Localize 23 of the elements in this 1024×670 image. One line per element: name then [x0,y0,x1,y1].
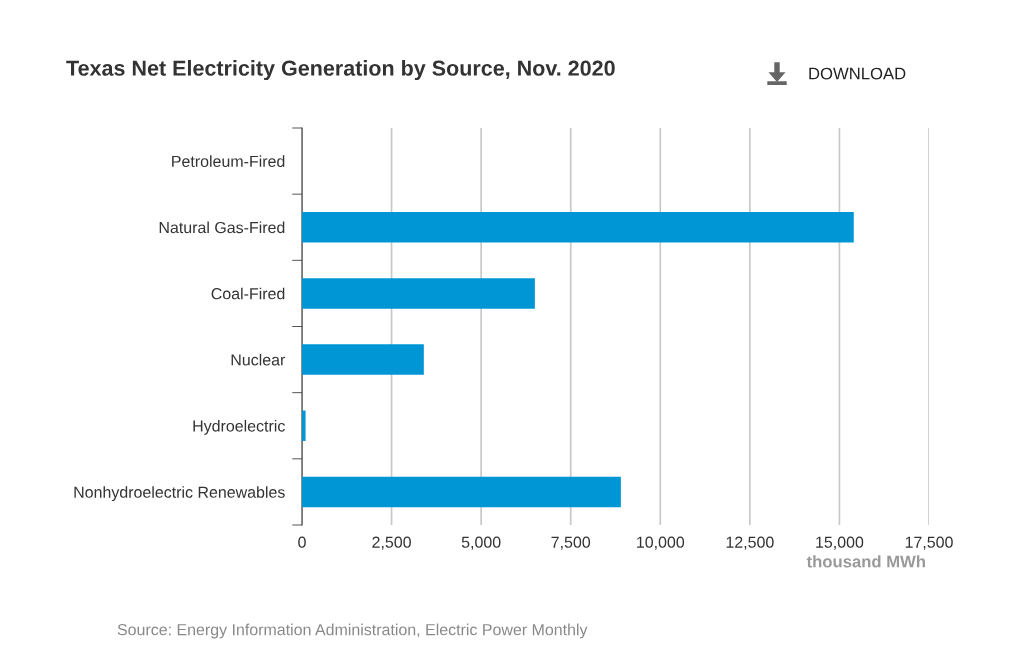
source-note: Source: Energy Information Administration, Electric Power Monthly [117,623,588,639]
text: DOWNLOAD [809,67,906,80]
bar [302,410,306,441]
y-tick-label: Hydroelectric [193,419,285,435]
x-tick-label: 12,500 [726,536,774,550]
y-tick-label: Nuclear [231,353,286,366]
bar [302,344,424,375]
x-tick-label: 17,500 [905,536,953,550]
bar [302,278,535,309]
y-tick-label: Coal-Fired [211,287,285,300]
chart-title: Texas Net Electricity Generation by Source, Nov. 2020 [66,59,615,81]
x-axis-title: thousand MWh [806,555,925,568]
x-tick-label: 5,000 [461,536,501,550]
x-tick-label: 0 [298,536,306,548]
y-tick-label: Nonhydroelectric Renewables [74,486,285,502]
y-tick-label: Petroleum-Fired [172,155,285,168]
x-tick-label: 15,000 [816,536,864,550]
x-tick-label: 7,500 [551,536,591,550]
x-tick-label: 10,000 [637,536,685,550]
x-tick-label: 2,500 [372,536,411,550]
y-tick-label: Natural Gas-Fired [159,221,285,234]
bar [302,476,621,508]
bar [302,212,854,243]
